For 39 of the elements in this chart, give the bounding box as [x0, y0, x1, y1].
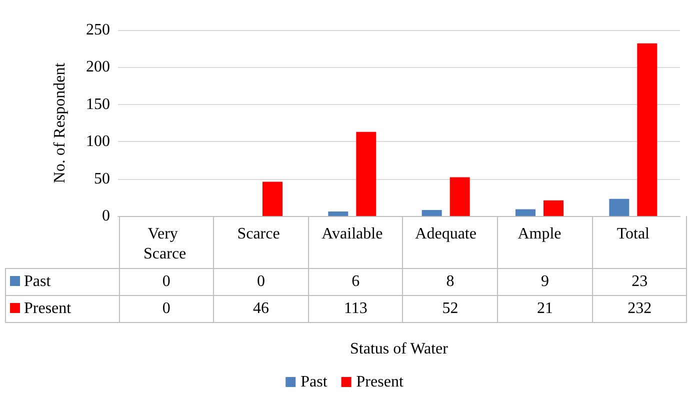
- data-label: 46: [214, 296, 308, 322]
- data-label: 6: [308, 268, 403, 296]
- data-label: 8: [402, 268, 498, 296]
- bar: [422, 210, 442, 216]
- x-axis-title: Status of Water: [350, 340, 449, 358]
- y-tick-label: 250: [86, 22, 110, 38]
- bar: [609, 198, 630, 216]
- y-tick-label: 100: [86, 133, 110, 150]
- bar: [262, 182, 282, 216]
- x-tick-label: Adequate: [415, 226, 476, 242]
- y-tick-label: 150: [86, 96, 110, 113]
- data-label: 0: [119, 296, 214, 322]
- bar: [516, 209, 536, 216]
- text: Past: [24, 273, 51, 290]
- bar: [637, 43, 658, 216]
- legend-label: Past: [300, 374, 328, 390]
- data-label: 21: [498, 296, 592, 322]
- y-tick-label: 200: [86, 58, 110, 76]
- y-tick-label: 0: [102, 208, 110, 224]
- x-tick-label: Very Scarce: [144, 226, 186, 262]
- data-label: 0: [119, 268, 214, 296]
- bar: [544, 200, 564, 216]
- x-tick-label: Scarce: [237, 226, 280, 242]
- data-label: 0: [214, 268, 308, 296]
- x-tick-label: Ample: [518, 226, 562, 242]
- data-label: 23: [592, 268, 687, 296]
- data-label: 9: [498, 268, 592, 296]
- bar: [328, 212, 348, 216]
- data-label: 232: [592, 296, 687, 322]
- text: Present: [24, 300, 72, 317]
- x-tick-label: Available: [322, 226, 383, 242]
- y-tick-label: 50: [94, 170, 110, 188]
- data-label: 113: [308, 296, 403, 322]
- x-tick-label: Total: [616, 226, 650, 242]
- bar: [450, 177, 470, 216]
- bar: [356, 132, 376, 216]
- data-label: 52: [402, 296, 498, 322]
- y-axis-title: No. of Respondent: [52, 62, 68, 184]
- legend-label: Present: [356, 374, 404, 390]
